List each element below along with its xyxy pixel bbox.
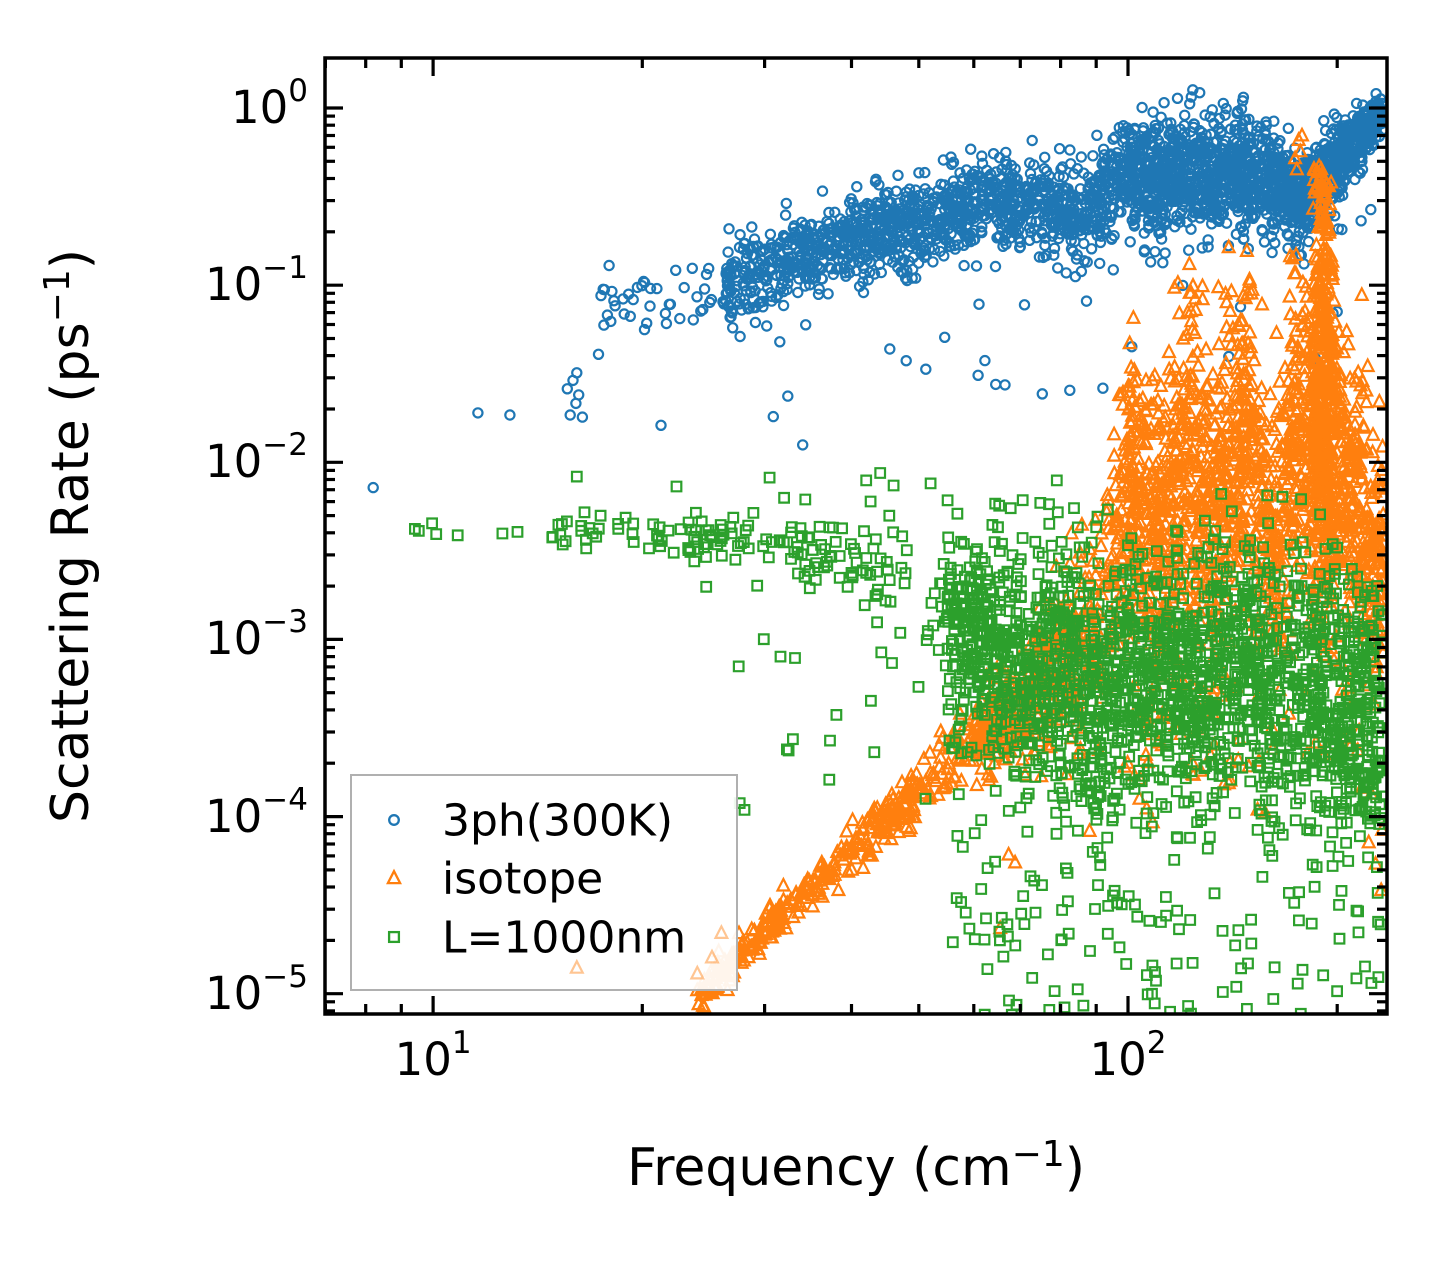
y-tick-label-1e-3: 10 −3 [205,604,308,666]
x-axis-label: Frequency (cm−1) [626,1134,1086,1198]
series-isotope-light-points [569,923,730,980]
y-axis-label: Scattering Rate (ps−1) [37,248,101,824]
series-l-1000nm-points [409,467,1387,1014]
legend-label-3ph300k: 3ph(300K) [442,796,673,847]
legend-marker-circle-icon [388,814,400,826]
axes-frame [323,56,1389,1016]
y-tick-label-1e-2: 10 −2 [205,427,308,489]
legend-marker-square-icon [387,930,401,944]
legend-label-isotope: isotope [442,854,603,905]
y-tick-label-1e0: 10 0 [231,73,308,135]
legend: 3ph(300K) isotope L=1000nm [350,774,738,991]
legend-label-l1000nm: L=1000nm [442,913,686,964]
y-tick-label-1e-4: 10 −4 [205,781,308,843]
series-3ph-300k--points [367,84,1387,494]
x-tick-label-1e2: 10 2 [1089,1025,1167,1086]
y-tick-label-1e-5: 10 −5 [205,958,308,1020]
overlay-light-points-layer [569,923,730,980]
y-tick-label-1e-1: 10 −1 [205,250,308,312]
x-tick-label-1e1: 10 1 [394,1025,472,1086]
legend-marker-triangle-icon [386,868,402,885]
legend-frame [350,774,738,991]
